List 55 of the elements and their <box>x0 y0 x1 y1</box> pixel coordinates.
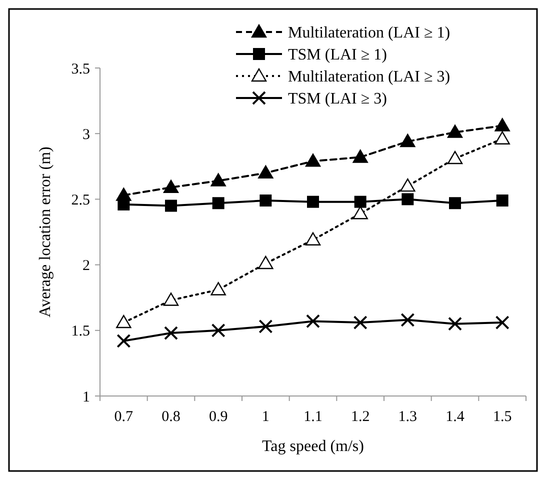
y-tick-label: 1 <box>82 389 90 406</box>
point <box>400 178 416 192</box>
point <box>163 292 179 306</box>
x-tick-label: 0.7 <box>114 409 134 425</box>
x-axis-title: Tag speed (m/s) <box>262 438 364 455</box>
point <box>400 312 415 327</box>
point <box>210 282 226 296</box>
point <box>258 165 274 179</box>
point <box>258 319 273 334</box>
point <box>260 194 272 207</box>
point <box>116 314 132 328</box>
legend-label: TSM (LAI ≥ 3) <box>288 90 387 108</box>
point <box>353 316 368 330</box>
point <box>400 134 416 148</box>
point <box>306 314 320 328</box>
y-tick-label: 2 <box>82 258 90 274</box>
point <box>354 196 366 208</box>
x-tick-label: 1.1 <box>304 409 322 425</box>
y-axis-title: Average location error (m) <box>37 146 54 318</box>
point <box>210 173 226 186</box>
legend-label: TSM (LAI ≥ 1) <box>288 46 387 64</box>
x-tick-label: 1.5 <box>492 409 512 425</box>
point <box>163 180 179 193</box>
x-tick-label: 1.2 <box>350 409 370 425</box>
point <box>447 150 463 164</box>
y-tick-label: 2.5 <box>71 192 90 208</box>
point <box>496 194 508 207</box>
point <box>494 131 510 144</box>
point <box>165 200 177 212</box>
x-tick-label: 0.8 <box>162 409 180 425</box>
x-tick-label: 0.9 <box>208 409 228 425</box>
point <box>352 150 368 163</box>
x-tick-label: 1.4 <box>446 409 465 425</box>
point <box>212 197 224 210</box>
point <box>447 124 463 138</box>
point <box>449 197 461 210</box>
point <box>211 323 226 338</box>
legend-label: Multilateration (LAI ≥ 1) <box>288 24 450 42</box>
point <box>448 316 462 331</box>
y-tick-label: 3 <box>82 126 90 143</box>
y-tick-label: 1.5 <box>71 324 90 340</box>
y-tick-label: 3.5 <box>71 61 90 78</box>
point <box>305 154 321 167</box>
point <box>494 118 510 132</box>
x-tick-label: 1.3 <box>398 409 418 425</box>
point <box>402 193 414 206</box>
point <box>258 256 274 270</box>
point <box>495 316 510 330</box>
point <box>164 326 178 340</box>
point <box>352 206 368 220</box>
point <box>116 334 131 348</box>
x-tick-label: 1 <box>262 409 270 425</box>
point <box>305 232 321 246</box>
point <box>307 196 319 208</box>
legend-label: Multilateration (LAI ≥ 3) <box>288 68 450 86</box>
